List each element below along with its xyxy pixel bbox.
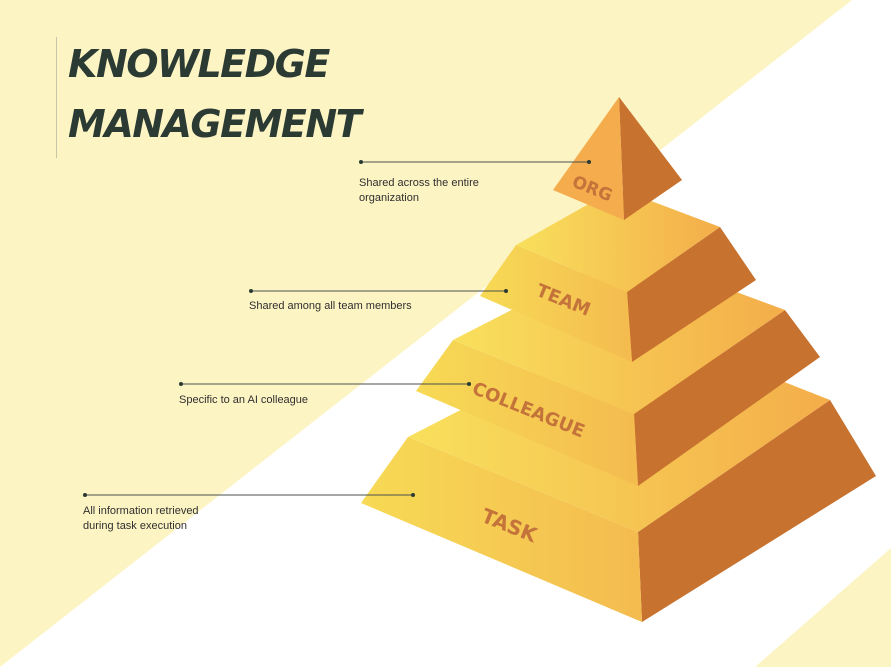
background-corner	[755, 548, 891, 667]
description-colleague-line-1: Specific to an AI colleague	[179, 394, 309, 406]
leader-team	[249, 289, 508, 293]
tier-task-front	[361, 437, 642, 622]
description-task: All information retrieved during task ex…	[83, 504, 199, 534]
description-team-line-1: Shared among all team members	[249, 300, 412, 312]
description-team: Shared among all team members	[249, 299, 412, 314]
tier-task-side	[638, 400, 876, 622]
leader-task	[83, 493, 415, 497]
description-org: Shared across the entire organization	[359, 176, 479, 206]
description-org-line-1: Shared across the entire	[359, 177, 479, 189]
tier-team-side	[627, 227, 756, 362]
description-task-line-1: All information retrieved	[83, 505, 199, 517]
title-line-2: MANAGEMENT	[68, 102, 362, 146]
page-title: KNOWLEDGE MANAGEMENT	[56, 37, 362, 158]
tier-team-front	[480, 245, 632, 362]
leader-colleague	[179, 382, 471, 386]
tier-team-top	[516, 188, 720, 292]
tier-org-front	[553, 97, 624, 220]
tier-org	[553, 97, 682, 220]
leader-org	[359, 160, 591, 164]
tier-colleague-front	[416, 340, 638, 486]
description-task-line-2: during task execution	[83, 520, 187, 532]
description-org-line-2: organization	[359, 192, 419, 204]
tier-colleague-side	[634, 310, 820, 486]
title-line-1: KNOWLEDGE	[68, 42, 330, 86]
description-colleague: Specific to an AI colleague	[179, 393, 308, 408]
tier-team	[480, 188, 756, 362]
tier-org-side	[619, 97, 682, 220]
